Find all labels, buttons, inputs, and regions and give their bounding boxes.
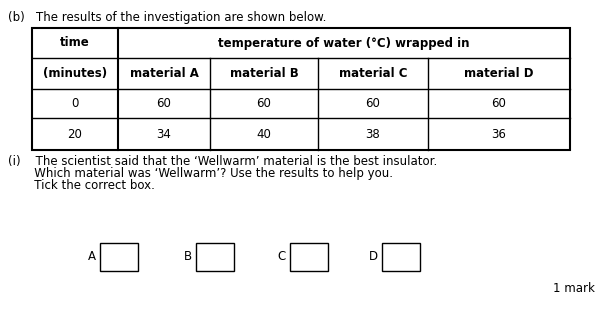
Text: 60: 60 bbox=[365, 97, 380, 110]
Text: 60: 60 bbox=[157, 97, 172, 110]
Text: (minutes): (minutes) bbox=[43, 67, 107, 80]
Bar bbox=[100, 243, 138, 271]
Text: temperature of water (°C) wrapped in: temperature of water (°C) wrapped in bbox=[218, 37, 470, 50]
Text: (b)   The results of the investigation are shown below.: (b) The results of the investigation are… bbox=[8, 11, 326, 24]
Text: (i)    The scientist said that the ‘Wellwarm’ material is the best insulator.: (i) The scientist said that the ‘Wellwar… bbox=[8, 155, 437, 168]
Text: Tick the correct box.: Tick the correct box. bbox=[8, 179, 155, 192]
Text: Which material was ‘Wellwarm’? Use the results to help you.: Which material was ‘Wellwarm’? Use the r… bbox=[8, 167, 393, 180]
Text: 60: 60 bbox=[257, 97, 271, 110]
Bar bbox=[382, 243, 420, 271]
Text: 36: 36 bbox=[491, 128, 506, 141]
Text: material C: material C bbox=[339, 67, 407, 80]
Bar bbox=[32, 28, 570, 150]
Text: 34: 34 bbox=[157, 128, 172, 141]
Text: C: C bbox=[278, 250, 286, 263]
Text: material B: material B bbox=[230, 67, 298, 80]
Text: 20: 20 bbox=[68, 128, 82, 141]
Text: time: time bbox=[60, 37, 90, 50]
Text: 38: 38 bbox=[365, 128, 380, 141]
Text: 1 mark: 1 mark bbox=[553, 282, 595, 295]
Text: B: B bbox=[184, 250, 192, 263]
Text: 60: 60 bbox=[491, 97, 506, 110]
Text: material D: material D bbox=[464, 67, 534, 80]
Text: 0: 0 bbox=[71, 97, 79, 110]
Text: 40: 40 bbox=[257, 128, 271, 141]
Bar bbox=[196, 243, 234, 271]
Text: material A: material A bbox=[130, 67, 199, 80]
Text: D: D bbox=[369, 250, 378, 263]
Text: A: A bbox=[88, 250, 96, 263]
Bar bbox=[290, 243, 328, 271]
